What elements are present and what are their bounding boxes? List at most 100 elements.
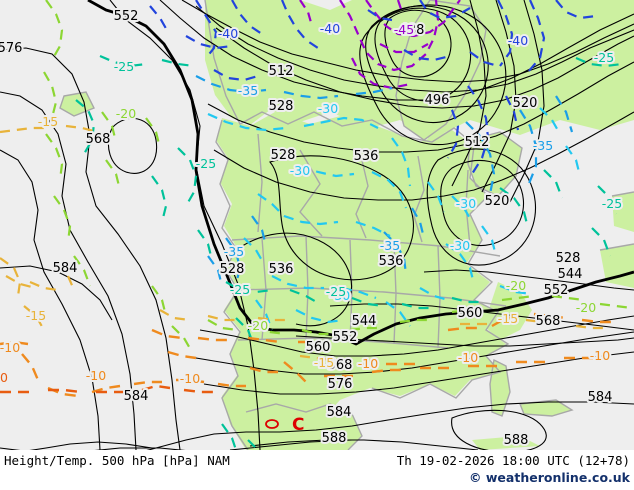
isotherm-minus15 <box>0 124 608 366</box>
map-footer: Height/Temp. 500 hPa [hPa] NAM Th 19-02-… <box>0 450 634 490</box>
isotherm-label: -10-10 <box>84 366 108 385</box>
isotherm-label: -25-25 <box>228 280 252 299</box>
height-label-halo: 568 <box>86 132 111 147</box>
chart-title: Height/Temp. 500 hPa [hPa] NAM <box>4 453 230 468</box>
isotherm-label-text: -35 <box>533 138 553 153</box>
isotherm-minus30 <box>207 107 582 331</box>
height-label-text: 536 <box>269 262 294 277</box>
isotherm-label-halo: -40 <box>508 33 528 48</box>
isotherm-label-halo: -15 <box>498 311 518 326</box>
isotherm-label: -25-25 <box>592 48 616 67</box>
isotherm-label: -30-30 <box>454 194 478 213</box>
height-label-text: 584 <box>124 389 149 404</box>
height-label-halo: 528 <box>269 99 294 114</box>
isotherm-label: -15-15 <box>36 112 60 131</box>
height-label-text: 576 <box>328 377 353 392</box>
height-label-text: 568 <box>86 132 111 147</box>
isotherm-label-text: -10 <box>590 348 610 363</box>
isotherm-label-text: -20 <box>506 278 526 293</box>
isotherm-label: -25-25 <box>600 194 624 213</box>
isotherm-label: -10-10 <box>356 354 380 373</box>
isotherm-label-halo: -25 <box>594 50 614 65</box>
map-canvas[interactable]: C 576 576 552 552 568 568 584 584 584 584 512 512 52… <box>0 0 634 450</box>
isotherm-label-text: -30 <box>290 163 310 178</box>
isotherm-label-halo: -10 <box>358 356 378 371</box>
isotherm-label: -25-25 <box>112 57 136 76</box>
height-label-text: 584 <box>53 261 78 276</box>
isotherm-label-text: -10 <box>358 356 378 371</box>
isotherm-label: -20-20 <box>246 316 270 335</box>
center-marker-c: C <box>292 415 304 435</box>
height-label-text: 544 <box>352 314 377 329</box>
isotherm-label-text: -40 <box>218 26 238 41</box>
height-label-text: 528 <box>556 251 581 266</box>
height-label-halo: 544 <box>352 314 377 329</box>
isotherm-label-halo: -25 <box>326 284 346 299</box>
height-label-halo: 552 <box>114 9 139 24</box>
height-label-text: 552 <box>333 330 358 345</box>
isotherm-label-text: -25 <box>326 284 346 299</box>
height-label-text: 568 <box>328 358 353 373</box>
isotherm-label: -30-30 <box>288 161 312 180</box>
isotherm-label-halo: 0 <box>0 370 8 385</box>
isotherm-label: 00 <box>0 368 10 387</box>
isotherm-label: -10-10 <box>0 338 22 357</box>
height-label-text: 528 <box>220 262 245 277</box>
height-label-text: 512 <box>465 135 490 150</box>
height-label-text: 520 <box>513 96 538 111</box>
isotherm-label-halo: -25 <box>602 196 622 211</box>
height-label-text: 552 <box>544 283 569 298</box>
height-label-halo: 552 <box>544 283 569 298</box>
isotherm-minus20 <box>43 0 633 353</box>
isotherm-label-halo: -10 <box>458 350 478 365</box>
height-label-text: 552 <box>114 9 139 24</box>
isotherm-label: -20-20 <box>574 298 598 317</box>
height-label-halo: 552 <box>333 330 358 345</box>
isotherm-label-text: -40 <box>508 33 528 48</box>
isotherm-label: -25-25 <box>324 282 348 301</box>
isotherm-label-text: -10 <box>86 368 106 383</box>
height-label-halo: 584 <box>53 261 78 276</box>
isotherm-label: -40-40 <box>318 19 342 38</box>
isotherm-label-halo: -45 <box>394 22 414 37</box>
isotherm-label: -30-30 <box>448 236 472 255</box>
isotherm-label-halo: -20 <box>576 300 596 315</box>
isotherm-label-text: -35 <box>238 83 258 98</box>
height-label-text: 568 <box>536 314 561 329</box>
height-label-halo: 520 <box>513 96 538 111</box>
height-label-text: 512 <box>269 64 294 79</box>
height-label-text: 528 <box>269 99 294 114</box>
height-label-text: 584 <box>327 405 352 420</box>
isotherm-label-halo: -30 <box>290 163 310 178</box>
contour-map-svg[interactable]: C 57657655255256856858458458458451251252… <box>0 0 634 450</box>
isotherm-label-text: -40 <box>320 21 340 36</box>
isotherm-label: -15-15 <box>496 309 520 328</box>
height-label-halo: 528 <box>271 148 296 163</box>
isotherm-label-halo: -35 <box>380 238 400 253</box>
isotherm-label: -15-15 <box>24 306 48 325</box>
isotherm-minus25 <box>75 54 623 450</box>
copyright-notice[interactable]: © weatheronline.co.uk <box>469 470 630 485</box>
isotherm-label-text: -30 <box>450 238 470 253</box>
isotherm-label: -30-30 <box>328 286 352 305</box>
isotherm-label-text: -10 <box>458 350 478 365</box>
